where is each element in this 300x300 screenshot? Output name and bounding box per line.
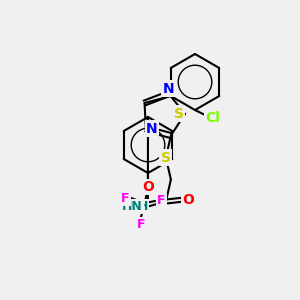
Text: H: H: [138, 200, 148, 213]
Text: Cl: Cl: [206, 111, 220, 125]
Text: HN: HN: [122, 200, 143, 213]
Text: O: O: [142, 180, 154, 194]
Text: F: F: [137, 218, 145, 232]
Text: F: F: [121, 191, 129, 205]
Text: F: F: [157, 194, 165, 208]
Text: N: N: [163, 82, 175, 96]
Text: O: O: [182, 193, 194, 206]
Text: S: S: [174, 107, 184, 121]
Text: N: N: [146, 122, 158, 136]
Text: S: S: [161, 151, 171, 164]
